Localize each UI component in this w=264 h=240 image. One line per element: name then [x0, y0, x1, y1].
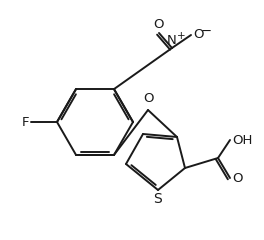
Text: +: + — [177, 31, 186, 41]
Text: OH: OH — [232, 133, 252, 146]
Text: O: O — [144, 92, 154, 105]
Text: N: N — [167, 34, 177, 47]
Text: O: O — [193, 29, 204, 42]
Text: F: F — [21, 115, 29, 128]
Text: O: O — [232, 172, 243, 185]
Text: S: S — [154, 192, 162, 206]
Text: −: − — [201, 24, 212, 37]
Text: O: O — [154, 18, 164, 31]
